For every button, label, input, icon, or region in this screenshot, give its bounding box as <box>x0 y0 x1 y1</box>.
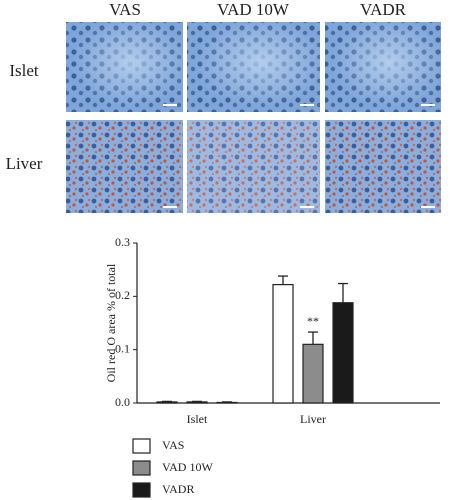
y-tick-label: 0.1 <box>115 341 130 355</box>
column-header: VADR <box>360 0 407 19</box>
micrograph-overlay <box>187 22 320 112</box>
bar <box>302 343 324 404</box>
legend-label: VAS <box>162 438 184 452</box>
micrograph-panels <box>66 22 441 213</box>
micrograph <box>325 120 441 213</box>
micrograph <box>66 120 183 213</box>
significance-label: ** <box>307 314 319 328</box>
legend-label: VADR <box>162 482 194 496</box>
y-tick-label: 0.2 <box>115 288 130 302</box>
y-tick-label: 0.3 <box>115 235 130 249</box>
column-header: VAS <box>109 0 141 19</box>
legend-swatch <box>132 460 151 476</box>
legend-swatch <box>132 482 151 498</box>
micrograph-overlay <box>325 22 441 112</box>
bar <box>156 401 178 404</box>
row-label: Islet <box>9 61 39 80</box>
legend-label: VAD 10W <box>162 460 213 474</box>
x-tick-label: Islet <box>187 412 208 426</box>
micrograph-overlay <box>66 22 183 112</box>
bar <box>272 284 294 404</box>
y-tick-label: 0.0 <box>115 395 130 409</box>
micrograph <box>187 120 320 213</box>
column-header: VAD 10W <box>217 0 290 19</box>
bar <box>332 302 354 404</box>
y-axis-label: Oil red O area % of total <box>104 263 118 382</box>
legend-swatch <box>132 438 151 454</box>
scale-bars <box>163 104 435 208</box>
bar <box>216 401 238 404</box>
bar <box>186 401 208 404</box>
x-tick-label: Liver <box>300 412 326 426</box>
row-label: Liver <box>6 154 43 173</box>
